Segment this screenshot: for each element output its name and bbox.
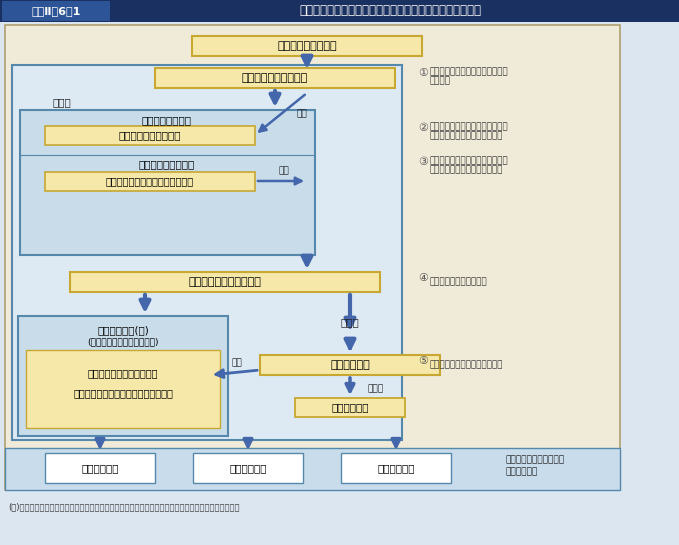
Text: 国家安全保障会議を専門的に補佐: 国家安全保障会議を専門的に補佐 <box>106 177 194 186</box>
FancyBboxPatch shape <box>20 110 315 255</box>
FancyBboxPatch shape <box>295 398 405 417</box>
FancyBboxPatch shape <box>12 65 402 440</box>
FancyBboxPatch shape <box>5 448 620 490</box>
Text: 承認: 承認 <box>232 359 242 367</box>
Text: 不承認: 不承認 <box>368 385 384 393</box>
Text: 諾問: 諾問 <box>297 110 308 118</box>
Text: ⑤: ⑤ <box>418 356 428 366</box>
Text: 指定公共機関: 指定公共機関 <box>378 463 415 473</box>
Text: ②: ② <box>418 123 428 133</box>
FancyBboxPatch shape <box>5 25 620 490</box>
Text: 対処基本方针の閣議決定: 対処基本方针の閣議決定 <box>430 277 488 287</box>
FancyBboxPatch shape <box>18 316 228 436</box>
Text: 国会による対処基本方针の承認: 国会による対処基本方针の承認 <box>430 360 504 370</box>
Text: 指定行政機関: 指定行政機関 <box>81 463 119 473</box>
FancyBboxPatch shape <box>45 126 255 145</box>
Text: 対処基本方针案の作成: 対処基本方针案の作成 <box>242 73 308 83</box>
FancyBboxPatch shape <box>192 36 422 56</box>
FancyBboxPatch shape <box>341 453 451 483</box>
Text: 国家安全保障会議: 国家安全保障会議 <box>142 115 192 125</box>
Text: 事態対処専門委員会: 事態対処専門委員会 <box>139 159 195 169</box>
Text: 国家安全保障会議による内閣総理: 国家安全保障会議による内閣総理 <box>430 156 509 166</box>
Text: ・特定公共施設などの利用指针の策定: ・特定公共施設などの利用指针の策定 <box>73 388 173 398</box>
FancyBboxPatch shape <box>2 1 110 21</box>
Text: 対処基本方针案の審議: 対処基本方针案の審議 <box>119 130 181 141</box>
Text: (注)　武力攻撃事態又は存立危機事態への対処措置の総合的な推進のために内閣に設置される対策本部: (注) 武力攻撃事態又は存立危機事態への対処措置の総合的な推進のために内閣に設置… <box>8 502 240 512</box>
Text: (対策本部長：内閣総理大臣): (対策本部長：内閣総理大臣) <box>87 337 159 347</box>
Text: に従って対処: に従って対処 <box>505 468 537 476</box>
Text: 図表Ⅱ－6－1: 図表Ⅱ－6－1 <box>31 6 81 16</box>
Text: 武力攻撃事態等及び存立危機事態への対処のための手続き: 武力攻撃事態等及び存立危機事態への対処のための手続き <box>299 4 481 17</box>
Text: 対処基本方针、利用指针: 対処基本方针、利用指针 <box>505 456 564 464</box>
Text: 速やかに終了: 速やかに終了 <box>331 403 369 413</box>
FancyBboxPatch shape <box>26 350 220 428</box>
Text: ・対処措置の総合的な推進: ・対処措置の総合的な推進 <box>88 368 158 378</box>
FancyBboxPatch shape <box>70 272 380 292</box>
Text: 国　会: 国 会 <box>341 317 359 327</box>
Text: ③: ③ <box>418 157 428 167</box>
Text: 地方公共団体: 地方公共団体 <box>230 463 267 473</box>
FancyBboxPatch shape <box>45 172 255 191</box>
FancyBboxPatch shape <box>193 453 303 483</box>
Text: 政　府: 政 府 <box>53 97 71 107</box>
Text: 事態対策本部(注): 事態対策本部(注) <box>97 325 149 335</box>
Text: 武力攻撃の発生など: 武力攻撃の発生など <box>277 41 337 51</box>
FancyBboxPatch shape <box>0 0 679 22</box>
Text: 大臣への対処基本方针案の答申: 大臣への対処基本方针案の答申 <box>430 166 504 174</box>
FancyBboxPatch shape <box>155 68 395 88</box>
FancyBboxPatch shape <box>45 453 155 483</box>
Text: 答申: 答申 <box>278 167 289 175</box>
Text: 案の国家安全保障会議への諾問: 案の国家安全保障会議への諾問 <box>430 131 504 141</box>
Text: 内閣総理大臣による対処基本方针: 内閣総理大臣による対処基本方针 <box>430 123 509 131</box>
Text: 内閣総理大臣による対処基本方针: 内閣総理大臣による対処基本方针 <box>430 68 509 76</box>
Text: 対処基本方针の閣議決定: 対処基本方针の閣議決定 <box>189 277 261 287</box>
Text: ①: ① <box>418 68 428 78</box>
FancyBboxPatch shape <box>260 355 440 375</box>
Text: 案の作成: 案の作成 <box>430 76 451 86</box>
Text: 国会承認求め: 国会承認求め <box>330 360 370 370</box>
Text: ④: ④ <box>418 273 428 283</box>
